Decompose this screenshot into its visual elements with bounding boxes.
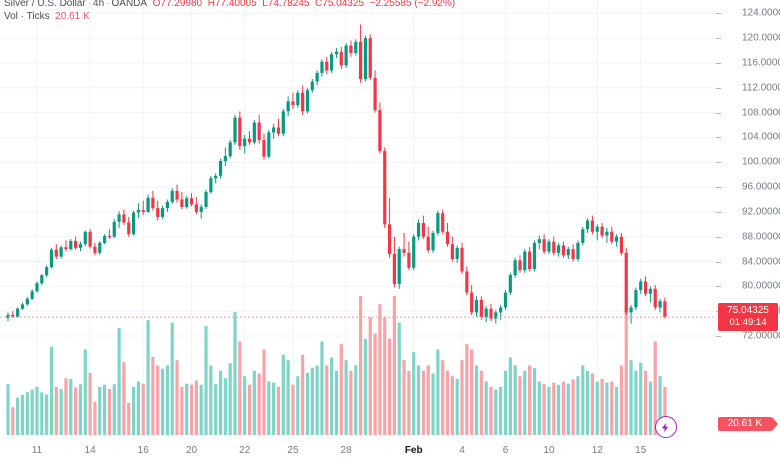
price-axis-tickmark xyxy=(716,261,721,263)
price-axis[interactable]: 124.00000 120.00000 116.00000 112.00000 108.… xyxy=(716,0,780,437)
time-axis-tick: 14 xyxy=(84,445,96,456)
price-axis-tick: 104.00000 xyxy=(742,131,780,143)
price-axis-tickmark xyxy=(716,336,721,337)
lightning-bolt-icon[interactable] xyxy=(654,416,677,438)
volume-badge-arrow xyxy=(772,417,778,431)
time-axis-tick: 16 xyxy=(137,445,149,456)
time-axis-tick: 6 xyxy=(502,445,509,456)
time-axis-tick: 11 xyxy=(31,445,43,456)
current-price-value: 75.04325 xyxy=(727,305,769,317)
price-axis-tickmark xyxy=(716,211,721,213)
price-axis-tickmark xyxy=(716,87,721,89)
time-axis-tick: 20 xyxy=(185,445,198,456)
price-axis-tickmark xyxy=(716,38,721,40)
time-axis-tick: 25 xyxy=(287,445,299,456)
price-axis-tick: 80.00000 xyxy=(742,280,780,292)
price-axis-tick: 100.00000 xyxy=(742,156,780,168)
price-axis-tickmark xyxy=(716,162,721,164)
price-axis-tick: 108.00000 xyxy=(742,107,780,119)
price-axis-tickmark xyxy=(716,62,721,64)
time-axis-tick: 28 xyxy=(340,445,352,456)
price-axis-tick: 92.00000 xyxy=(742,206,780,218)
price-axis-tick: 124.00000 xyxy=(742,7,780,19)
time-axis-tick: 22 xyxy=(239,445,251,456)
price-axis-tick: 72.00000 xyxy=(742,330,780,342)
price-axis-tickmark xyxy=(716,187,721,189)
time-axis-tick: 15 xyxy=(635,445,647,456)
chart-plot-area[interactable] xyxy=(0,0,716,437)
time-axis-tick: 12 xyxy=(591,445,603,456)
price-axis-tick: 120.00000 xyxy=(742,32,780,44)
price-axis-tickmark xyxy=(716,236,721,238)
price-axis-tick: 96.00000 xyxy=(742,181,780,193)
price-axis-tick: 88.00000 xyxy=(742,231,780,243)
time-axis-tick: 10 xyxy=(543,445,555,456)
price-axis-tickmark xyxy=(716,137,721,139)
bar-countdown: 01:49:14 xyxy=(729,317,767,329)
time-axis-tick: Feb xyxy=(404,445,423,456)
price-axis-tick: 116.00000 xyxy=(742,57,780,69)
time-axis-tick: 4 xyxy=(459,445,465,456)
current-volume-badge[interactable]: 20.61 K xyxy=(718,417,772,431)
time-axis[interactable]: 11 14 16 20 22 25 28 Feb 4 6 10 12 15 xyxy=(0,437,780,470)
price-axis-tickmark xyxy=(716,13,721,15)
candlestick-svg xyxy=(0,0,716,437)
price-axis-tickmark xyxy=(716,112,721,114)
current-price-badge[interactable]: 75.04325 01:49:14 xyxy=(718,303,778,332)
price-axis-tick: 84.00000 xyxy=(742,256,780,268)
price-axis-tick: 112.00000 xyxy=(742,82,780,94)
price-axis-tickmark xyxy=(716,286,721,288)
